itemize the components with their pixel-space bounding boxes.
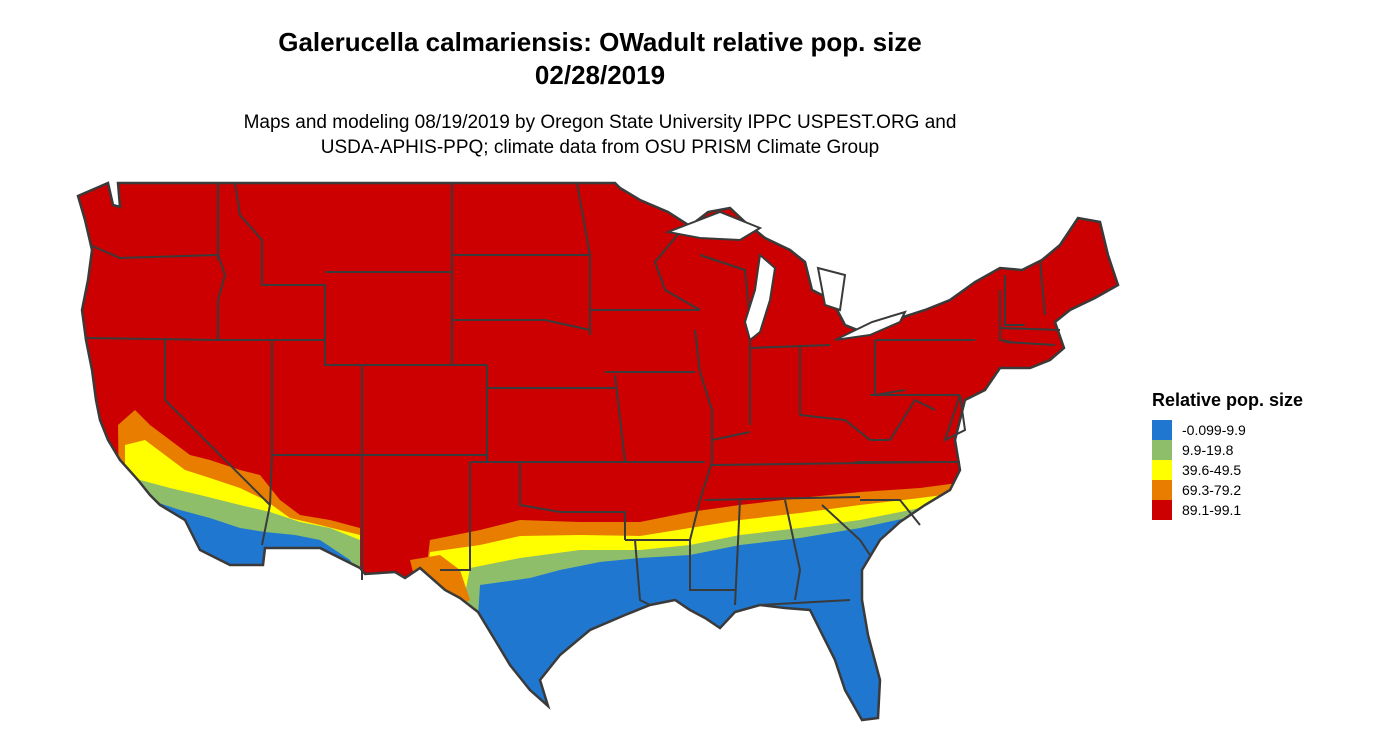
legend-label-4: 69.3-79.2	[1182, 482, 1242, 498]
legend-item: 89.1-99.1	[1152, 500, 1303, 520]
border-ky-wv	[799, 414, 890, 441]
legend-swatch-1	[1152, 420, 1172, 440]
border-vt-nh	[1004, 275, 1025, 326]
us-base-fill	[78, 183, 1118, 720]
border-or-id	[217, 254, 227, 340]
border-az-west	[261, 454, 273, 546]
border-id-wy	[300, 284, 326, 340]
border-nm-tx	[440, 462, 471, 571]
legend-title: Relative pop. size	[1152, 390, 1304, 410]
subtitle-line-2: USDA-APHIS-PPQ; climate data from OSU PR…	[320, 137, 880, 158]
border-la-tx	[634, 539, 651, 606]
lake-michigan	[743, 253, 777, 342]
legend: Relative pop. size -0.099-9.9 9.9-19.8 3…	[1152, 390, 1303, 520]
border-il-ky	[711, 431, 751, 441]
legend-item: 39.6-49.5	[1152, 460, 1303, 480]
map-subtitle: Maps and modeling 08/19/2019 by Oregon S…	[0, 110, 1200, 160]
border-mo-ks	[614, 374, 626, 463]
legend-item: -0.099-9.9	[1152, 420, 1303, 440]
border-mn-west	[576, 182, 591, 335]
border-ok-tx	[519, 462, 626, 540]
border-wv-va	[889, 398, 936, 441]
border-ma-ct	[999, 327, 1061, 331]
map-title: Galerucella calmariensis: OWadult relati…	[0, 26, 1200, 92]
subtitle-line-1: Maps and modeling 08/19/2019 by Oregon S…	[243, 112, 957, 133]
legend-label-3: 39.6-49.5	[1182, 462, 1242, 478]
border-or-ca	[85, 337, 219, 341]
border-la-ms	[689, 540, 735, 591]
lake-erie	[834, 310, 907, 341]
legend-item: 69.3-79.2	[1152, 480, 1303, 500]
legend-swatch-3	[1152, 460, 1172, 480]
state-borders	[85, 182, 1061, 606]
border-mn-wi	[653, 231, 701, 311]
border-al-ga	[784, 499, 802, 601]
lake-superior	[664, 210, 763, 242]
border-ga-sc	[821, 504, 871, 556]
legend-swatch-2	[1152, 440, 1172, 460]
legend-item: 9.9-19.8	[1152, 440, 1303, 460]
border-tn-south	[704, 496, 861, 501]
legend-swatch-4	[1152, 480, 1172, 500]
title-line-1: Galerucella calmariensis: OWadult relati…	[278, 27, 922, 57]
lake-huron	[816, 266, 847, 312]
title-line-2: 02/28/2019	[534, 60, 666, 90]
border-wa-or	[89, 244, 219, 260]
legend-label-5: 89.1-99.1	[1182, 502, 1242, 518]
border-sd-ne	[452, 319, 591, 331]
border-wi-mi	[699, 254, 751, 321]
legend-label-2: 9.9-19.8	[1182, 442, 1234, 458]
great-lakes	[664, 210, 907, 342]
border-ut-wy	[324, 340, 362, 366]
border-mi-south	[749, 344, 831, 349]
legend-label-1: -0.099-9.9	[1182, 422, 1246, 438]
border-ct-ri	[1004, 341, 1056, 346]
border-mid-atlantic	[943, 394, 967, 442]
border-nc-sc	[860, 499, 921, 526]
border-id-mt	[234, 182, 300, 286]
border-nh-me	[1039, 259, 1046, 316]
border-ga-fl	[759, 599, 851, 606]
border-mississippi	[689, 329, 713, 541]
border-ca-nv	[164, 340, 271, 506]
us-map	[76, 181, 1120, 722]
legend-swatch-5	[1152, 500, 1172, 520]
border-ms-al	[734, 499, 741, 606]
